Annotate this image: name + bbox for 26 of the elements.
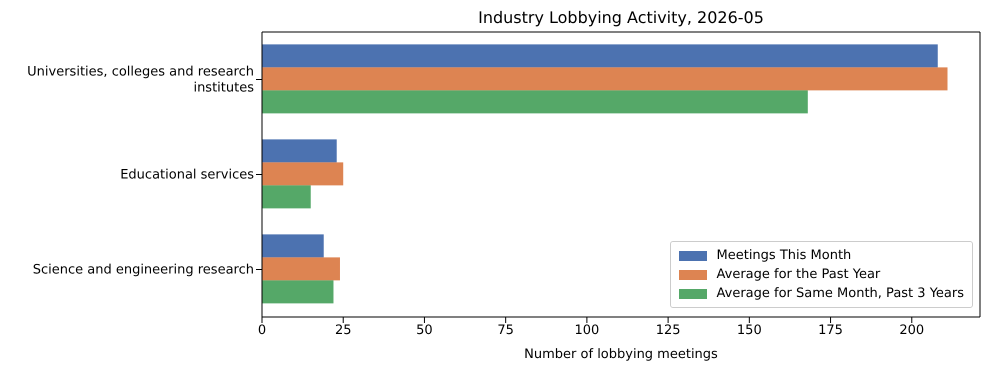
bar (262, 185, 311, 208)
bar (262, 257, 340, 280)
x-tick-label: 25 (334, 323, 352, 338)
bar (262, 67, 948, 90)
bar (262, 44, 938, 68)
bar (262, 234, 324, 258)
bar (262, 90, 808, 114)
x-axis-title: Number of lobbying meetings (524, 347, 718, 362)
bar (262, 162, 344, 186)
legend-label: Average for Same Month, Past 3 Years (716, 286, 964, 301)
y-tick-label: Science and engineering research (32, 262, 254, 277)
bar (262, 139, 337, 162)
x-tick-label: 175 (818, 323, 843, 338)
x-tick-label: 125 (656, 323, 681, 338)
x-tick-label: 50 (416, 323, 433, 338)
chart-title: Industry Lobbying Activity, 2026-05 (477, 8, 765, 28)
x-tick-label: 100 (574, 323, 600, 338)
x-tick-label: 200 (899, 323, 924, 338)
y-tick-label: Educational services (120, 167, 254, 182)
bar (262, 280, 334, 304)
x-tick-label: 75 (497, 323, 514, 338)
x-tick-label: 0 (258, 323, 266, 338)
legend-label: Average for the Past Year (716, 267, 880, 282)
legend-label: Meetings This Month (716, 248, 852, 263)
x-tick-label: 150 (736, 323, 762, 338)
y-tick-label: Universities, colleges and research institutes (27, 64, 254, 95)
